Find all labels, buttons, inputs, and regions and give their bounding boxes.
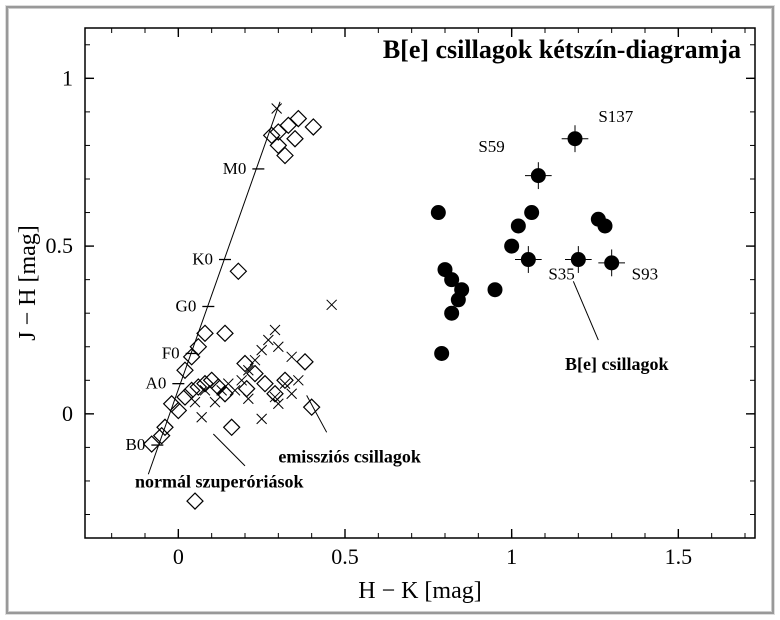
outer-border (6, 6, 774, 614)
chart-frame: 00.511.500.51H − K [mag]J − H [mag]B[e] … (0, 0, 780, 620)
